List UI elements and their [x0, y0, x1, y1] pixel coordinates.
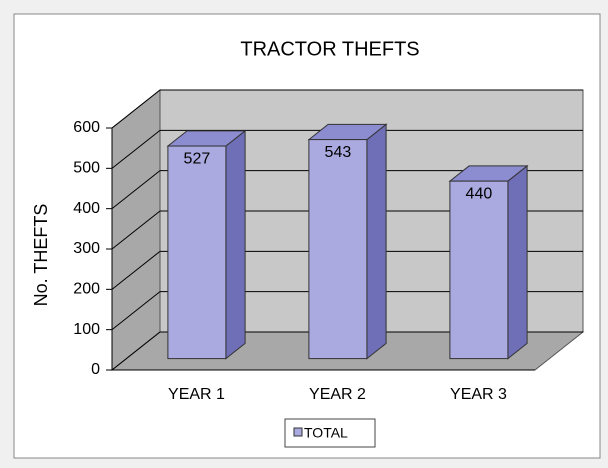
bar-side — [507, 164, 528, 360]
grid-line — [111, 129, 161, 169]
legend-swatch — [293, 427, 303, 437]
y-tick-label: 400 — [73, 200, 100, 217]
grid-line — [111, 170, 161, 210]
y-tick-label: 200 — [73, 281, 100, 298]
value-label: 440 — [466, 185, 493, 202]
bar-side — [366, 123, 387, 360]
grid-line — [111, 250, 161, 290]
x-tick-label: YEAR 2 — [309, 386, 366, 403]
bar — [167, 145, 227, 360]
grid-line — [111, 89, 161, 129]
bar — [449, 180, 509, 360]
y-tick-label: 100 — [73, 321, 100, 338]
legend-label: TOTAL — [304, 425, 348, 441]
y-axis-label: No. THEFTS — [31, 204, 51, 307]
grid-line — [111, 291, 161, 331]
y-tick-label: 300 — [73, 240, 100, 257]
y-tick-label: 0 — [91, 361, 100, 378]
y-tick-label: 500 — [73, 160, 100, 177]
x-tick-label: YEAR 3 — [450, 386, 507, 403]
x-tick-label: YEAR 1 — [168, 386, 225, 403]
grid-line — [111, 210, 161, 250]
y-tick-label: 600 — [73, 119, 100, 136]
chart-title: TRACTOR THEFTS — [240, 38, 419, 60]
bar-side — [225, 129, 246, 360]
bar — [308, 139, 368, 360]
grid-line — [111, 331, 161, 371]
value-label: 527 — [184, 150, 211, 167]
value-label: 543 — [325, 144, 352, 161]
